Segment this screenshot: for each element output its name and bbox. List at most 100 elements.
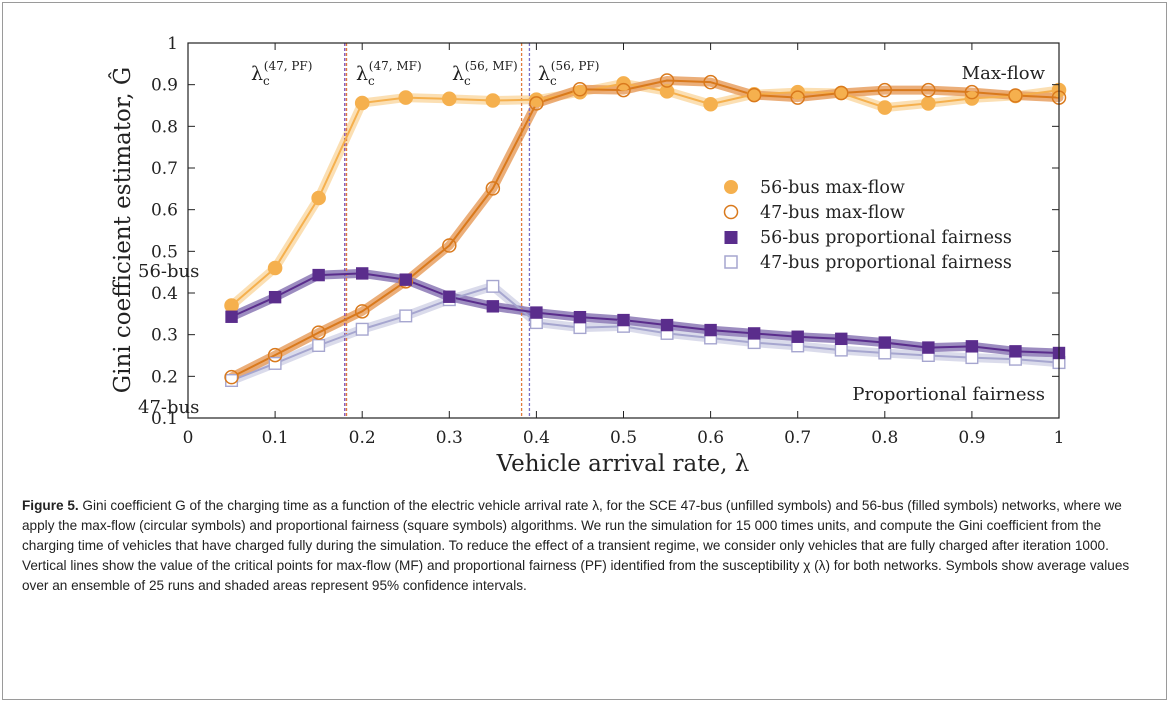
caption-text: Gini coefficient G of the charging time … xyxy=(22,498,1130,593)
critical-label-56-pf: λc(56, PF) xyxy=(538,59,599,88)
x-tick-label: 0.4 xyxy=(523,428,550,448)
data-point xyxy=(659,73,675,88)
data-point xyxy=(224,369,239,385)
data-point xyxy=(443,290,456,303)
legend-label: 47-bus proportional fairness xyxy=(760,253,1012,273)
series-line xyxy=(231,285,1060,382)
series-markers xyxy=(224,73,1067,388)
data-point xyxy=(312,339,326,353)
data-point xyxy=(790,84,806,100)
data-point xyxy=(572,84,588,100)
legend-marker-filled-square xyxy=(724,231,738,244)
data-point xyxy=(703,96,718,112)
data-point xyxy=(486,279,500,293)
y-axis-label: Gini coefficient estimator, Ĝ xyxy=(109,67,136,394)
x-tick-label: 0.8 xyxy=(871,428,898,448)
data-point xyxy=(835,332,848,346)
legend-marker-filled-circle xyxy=(724,180,738,194)
data-point xyxy=(442,238,457,253)
x-tick-label: 0.9 xyxy=(958,428,985,448)
y-tick-label: 0.2 xyxy=(151,367,178,387)
x-tick-label: 0.7 xyxy=(784,428,811,448)
data-point xyxy=(659,84,675,99)
annotation-47-bus: 47-bus xyxy=(138,397,199,418)
data-point xyxy=(573,321,587,335)
data-point xyxy=(530,306,543,319)
caption-label: Figure 5. xyxy=(22,498,79,513)
legend-label: 56-bus max-flow xyxy=(760,178,905,198)
y-tick-label: 0.3 xyxy=(151,326,178,346)
data-point xyxy=(356,267,369,280)
data-point xyxy=(354,95,370,111)
annotation-56-bus: 56-bus xyxy=(138,261,199,282)
x-tick-label: 0.5 xyxy=(610,428,637,448)
confidence-band xyxy=(227,281,1064,385)
x-tick-label: 0.3 xyxy=(436,428,463,448)
legend-item-56-bus-max-flow: 56-bus max-flow xyxy=(724,178,905,198)
critical-label-56-mf: λc(56, MF) xyxy=(452,59,518,88)
legend-label: 47-bus max-flow xyxy=(760,203,905,223)
y-tick-label: 1 xyxy=(167,34,178,54)
data-point xyxy=(267,347,283,363)
data-point xyxy=(965,351,979,365)
x-ticks: 0 0.1 0.2 0.3 0.4 0.5 0.6 0.7 0.8 0.9 1 xyxy=(183,43,1064,448)
data-point xyxy=(224,298,239,313)
data-point xyxy=(225,310,238,323)
y-tick-label: 0.6 xyxy=(151,201,178,221)
data-point xyxy=(572,82,588,97)
data-point xyxy=(878,346,892,360)
data-point xyxy=(834,343,848,357)
data-point xyxy=(225,374,239,388)
data-point xyxy=(746,87,762,103)
data-point xyxy=(704,323,717,337)
data-point xyxy=(399,273,412,286)
data-point xyxy=(268,356,282,370)
critical-label-47-mf: λc(47, MF) xyxy=(356,59,422,88)
data-point xyxy=(1008,88,1023,103)
data-point xyxy=(921,82,936,98)
data-point xyxy=(878,336,891,349)
data-point xyxy=(311,325,326,340)
data-point xyxy=(703,74,718,90)
legend-item-56-bus-proportional-fairness: 56-bus proportional fairness xyxy=(724,228,1012,248)
y-tick-label: 0.5 xyxy=(151,242,178,262)
data-point xyxy=(965,340,979,353)
data-point xyxy=(921,96,936,111)
data-point xyxy=(616,82,631,98)
data-point xyxy=(354,304,370,319)
data-point xyxy=(1009,345,1022,358)
x-tick-label: 0 xyxy=(183,428,194,448)
y-tick-label: 0.7 xyxy=(151,159,178,179)
data-point xyxy=(399,309,413,323)
critical-label-47-pf: λc(47, PF) xyxy=(251,59,312,88)
legend: 56-bus max-flow 47-bus max-flow 56-bus p… xyxy=(723,178,1012,273)
x-tick-label: 0.6 xyxy=(697,428,724,448)
data-point xyxy=(485,181,501,196)
data-point xyxy=(834,85,849,101)
y-tick-label: 0.9 xyxy=(151,76,178,96)
y-tick-label: 0.4 xyxy=(151,284,178,304)
y-tick-label: 0.1 xyxy=(151,409,178,429)
data-point xyxy=(268,290,282,304)
annotation-proportional-fairness: Proportional fairness xyxy=(852,384,1045,405)
critical-point-lines xyxy=(344,43,531,418)
data-point xyxy=(877,100,893,115)
data-point xyxy=(529,92,544,107)
data-point xyxy=(267,260,283,276)
data-point xyxy=(312,268,325,282)
data-point xyxy=(922,341,935,354)
legend-marker-open-circle xyxy=(723,204,739,220)
series-line xyxy=(231,79,1060,379)
x-tick-label: 0.2 xyxy=(349,428,376,448)
data-point xyxy=(485,93,501,108)
annotation-max-flow: Max-flow xyxy=(962,63,1046,84)
data-point xyxy=(355,322,369,336)
data-point xyxy=(442,91,457,107)
data-point xyxy=(311,190,326,206)
x-tick-label: 0.1 xyxy=(262,428,289,448)
gini-chart: 0 0.1 0.2 0.3 0.4 0.5 0.6 0.7 0.8 0.9 1 0.10.20.30… xyxy=(109,34,1067,477)
figure-caption: Figure 5. Gini coefficient G of the char… xyxy=(22,496,1152,596)
data-point xyxy=(791,330,804,343)
y-tick-label: 0.8 xyxy=(151,117,178,137)
data-point xyxy=(398,90,414,105)
